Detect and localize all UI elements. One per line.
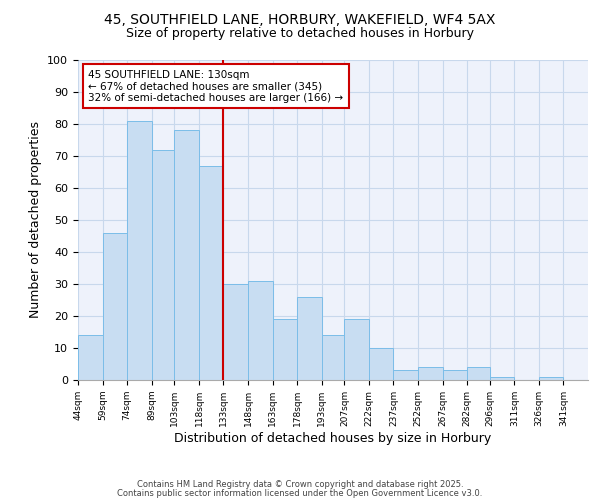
Text: 45, SOUTHFIELD LANE, HORBURY, WAKEFIELD, WF4 5AX: 45, SOUTHFIELD LANE, HORBURY, WAKEFIELD,… [104,12,496,26]
Bar [344,319,369,380]
Bar [152,150,175,380]
Bar [223,284,248,380]
Text: Size of property relative to detached houses in Horbury: Size of property relative to detached ho… [126,28,474,40]
Bar [78,335,103,380]
Text: Contains HM Land Registry data © Crown copyright and database right 2025.: Contains HM Land Registry data © Crown c… [137,480,463,489]
Bar [322,335,344,380]
Y-axis label: Number of detached properties: Number of detached properties [29,122,42,318]
X-axis label: Distribution of detached houses by size in Horbury: Distribution of detached houses by size … [175,432,491,444]
Bar [103,233,127,380]
Bar [418,367,443,380]
Bar [272,319,297,380]
Bar [199,166,223,380]
Bar [127,121,152,380]
Bar [369,348,394,380]
Bar [248,281,272,380]
Text: 45 SOUTHFIELD LANE: 130sqm
← 67% of detached houses are smaller (345)
32% of sem: 45 SOUTHFIELD LANE: 130sqm ← 67% of deta… [88,70,343,103]
Bar [490,377,514,380]
Bar [539,377,563,380]
Bar [175,130,199,380]
Bar [394,370,418,380]
Bar [297,297,322,380]
Bar [443,370,467,380]
Bar [467,367,490,380]
Text: Contains public sector information licensed under the Open Government Licence v3: Contains public sector information licen… [118,488,482,498]
